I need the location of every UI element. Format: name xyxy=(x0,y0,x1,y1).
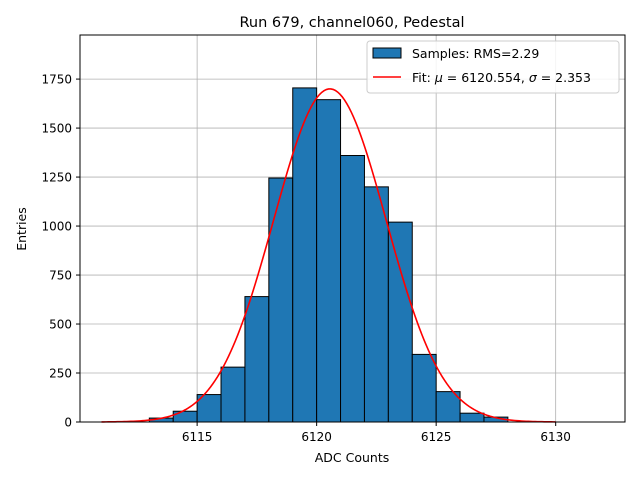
legend-label-samples: Samples: RMS=2.29 xyxy=(412,46,539,61)
y-tick-label: 500 xyxy=(49,318,72,332)
histogram-bar xyxy=(316,99,342,423)
x-tick-label: 6120 xyxy=(301,430,332,444)
histogram-bar xyxy=(268,177,294,423)
y-tick-label: 0 xyxy=(64,416,72,430)
y-tick-label: 250 xyxy=(49,367,72,381)
histogram-bar xyxy=(292,87,318,423)
legend-swatch-samples xyxy=(372,47,402,59)
x-axis-ticks: 6115 6120 6125 6130 xyxy=(182,422,571,444)
histogram-bar xyxy=(387,221,413,423)
legend-box xyxy=(366,40,620,94)
y-axis-ticks: 0 250 500 750 1000 1250 1500 1750 xyxy=(41,73,80,430)
histogram-bar xyxy=(244,296,270,423)
histogram-bar xyxy=(220,366,246,423)
histogram-bars xyxy=(148,87,509,423)
legend-label-fit: Fit: μ = 6120.554, σ = 2.353 xyxy=(412,70,591,85)
y-tick-label: 1500 xyxy=(41,122,72,136)
histogram-bar xyxy=(459,412,485,423)
y-tick-label: 1000 xyxy=(41,220,72,234)
histogram-bar xyxy=(172,410,198,423)
x-tick-label: 6130 xyxy=(540,430,571,444)
gaussian-fit xyxy=(101,88,556,423)
y-tick-label: 1750 xyxy=(41,73,72,87)
histogram-bar xyxy=(363,186,389,423)
y-tick-label: 750 xyxy=(49,269,72,283)
x-tick-label: 6125 xyxy=(421,430,452,444)
fit-curve xyxy=(101,88,556,423)
legend: Samples: RMS=2.29 Fit: μ = 6120.554, σ =… xyxy=(366,40,620,94)
y-tick-label: 1250 xyxy=(41,171,72,185)
histogram-bar xyxy=(411,353,437,423)
histogram-bar xyxy=(340,155,365,423)
y-axis-label: Entries xyxy=(14,207,29,251)
x-axis-label: ADC Counts xyxy=(315,450,390,465)
x-tick-label: 6115 xyxy=(182,430,213,444)
plot-frame xyxy=(79,34,626,423)
chart-title: Run 679, channel060, Pedestal xyxy=(239,15,464,31)
